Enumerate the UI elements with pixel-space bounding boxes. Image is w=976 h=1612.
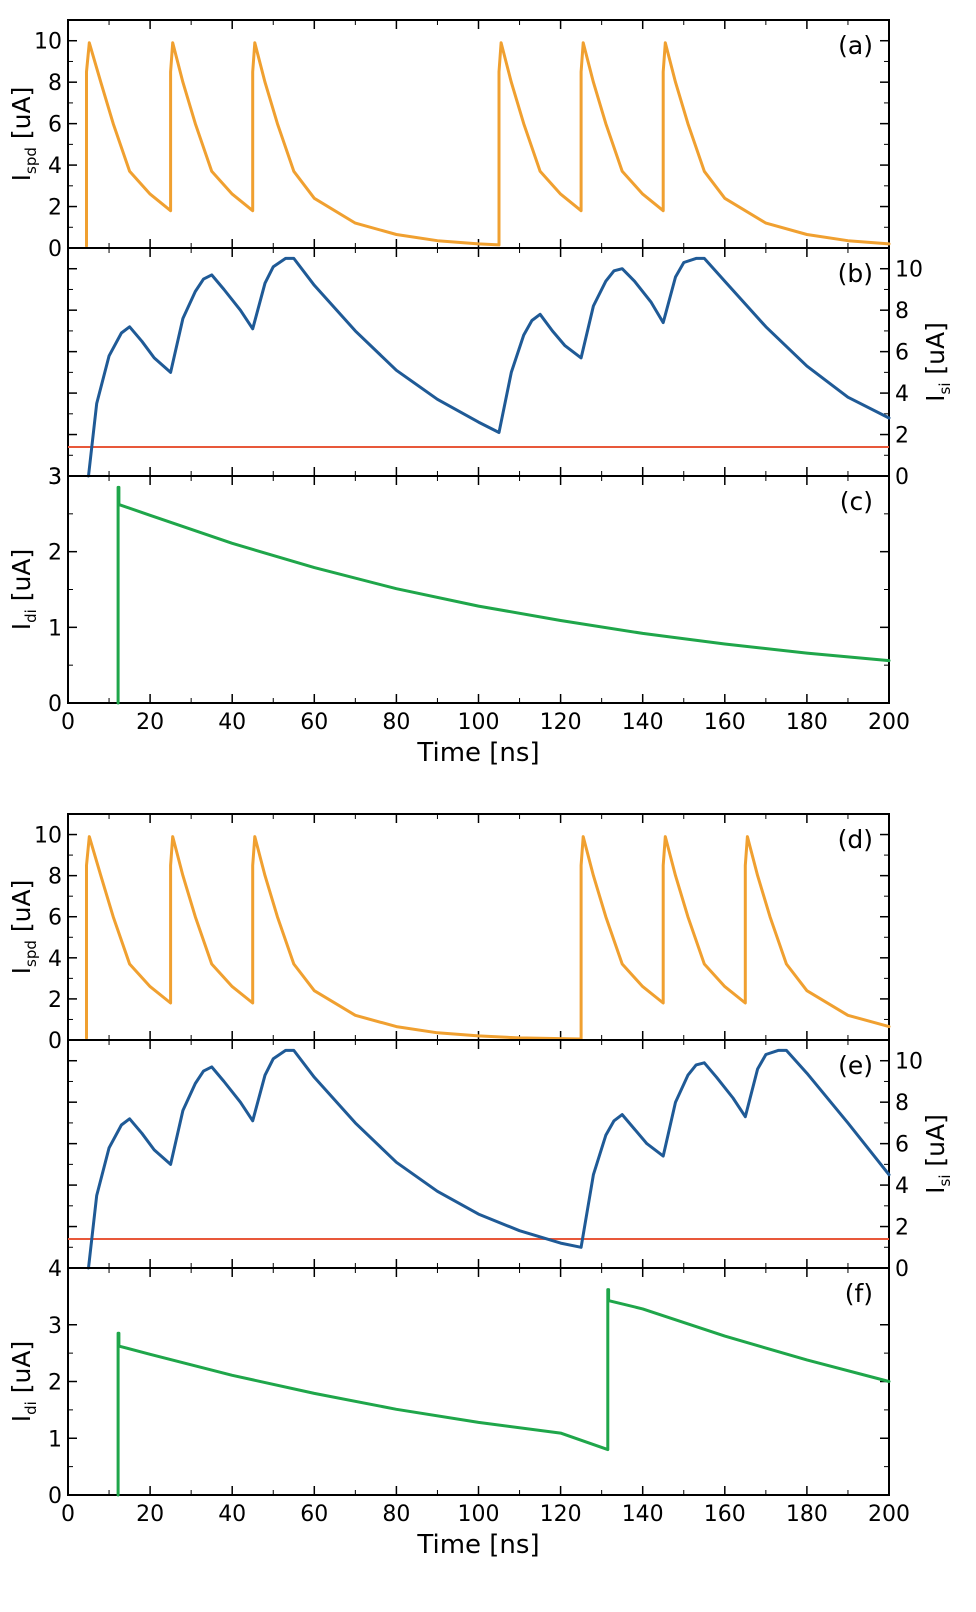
xtick-label: 0 — [61, 1502, 75, 1527]
series-line-b — [87, 256, 891, 478]
series-line-f — [116, 1288, 891, 1497]
panel-e-frame — [67, 1039, 890, 1269]
ytick-label: 2 — [48, 196, 62, 221]
ytick-label: 8 — [895, 299, 909, 324]
y-axis-label: Ispd [uA] — [7, 880, 40, 975]
xtick-label: 180 — [786, 710, 828, 735]
ytick-label-top: 3 — [48, 465, 62, 490]
panel-label: (c) — [840, 487, 873, 516]
ytick-label: 0 — [895, 465, 909, 490]
ytick-label: 3 — [48, 465, 62, 490]
ytick-label: 10 — [34, 824, 62, 849]
ytick-label: 4 — [895, 382, 909, 407]
xtick-label: 0 — [61, 710, 75, 735]
xtick-label: 140 — [622, 1502, 664, 1527]
ytick-label: 6 — [48, 906, 62, 931]
ytick-label: 0 — [48, 692, 62, 717]
panel-d: 0 2 4 6 8 10 Ispd [uA] (d) — [7, 813, 891, 1054]
xtick-label: 120 — [540, 710, 582, 735]
xtick-label: 200 — [868, 1502, 910, 1527]
ytick-label-top: 4 — [48, 1257, 62, 1282]
panel-label: (b) — [838, 259, 873, 288]
ytick-label: 4 — [48, 947, 62, 972]
x-axis-label: Time [ns] — [416, 738, 539, 768]
ytick-label: 4 — [895, 1174, 909, 1199]
xtick-label: 100 — [458, 710, 500, 735]
panel-a-frame — [67, 19, 890, 249]
xtick-label: 120 — [540, 1502, 582, 1527]
ytick-label: 8 — [48, 71, 62, 96]
ytick-label: 2 — [895, 1216, 909, 1241]
ytick-label: 1 — [48, 1427, 62, 1452]
panel-c-frame — [67, 475, 890, 704]
ytick-label: 6 — [895, 1133, 909, 1158]
y-axis-label: Isi [uA] — [921, 322, 954, 402]
ytick-label: 6 — [895, 341, 909, 366]
ytick-label: 2 — [48, 1371, 62, 1396]
xtick-label: 40 — [218, 710, 246, 735]
ytick-label: 6 — [48, 113, 62, 138]
panel-label: (f) — [845, 1279, 873, 1308]
series-line-c — [116, 485, 891, 705]
panel-label: (d) — [838, 825, 873, 854]
ytick-label: 8 — [48, 865, 62, 890]
ytick-label: 3 — [48, 1314, 62, 1339]
xtick-label: 20 — [136, 1502, 164, 1527]
y-axis-label: Isi [uA] — [921, 1114, 954, 1194]
xtick-label: 180 — [786, 1502, 828, 1527]
ytick-label: 2 — [48, 541, 62, 566]
panel-b: 0 2 4 6 8 10 Isi [uA] (b) — [67, 247, 954, 490]
panel-label: (e) — [838, 1051, 873, 1080]
series-line-d — [85, 835, 891, 1041]
y-axis-label: Ispd [uA] — [7, 87, 40, 182]
ytick-label: 0 — [895, 1257, 909, 1282]
panel-e: 0 2 4 6 8 10 Isi [uA] (e) — [67, 1039, 954, 1282]
panel-f-frame — [67, 1267, 890, 1496]
ytick-label: 10 — [895, 258, 923, 283]
xtick-label: 60 — [300, 1502, 328, 1527]
ytick-label: 10 — [895, 1050, 923, 1075]
xtick-label: 200 — [868, 710, 910, 735]
xtick-label: 100 — [458, 1502, 500, 1527]
panel-label: (a) — [838, 31, 873, 60]
ytick-label: 0 — [48, 1029, 62, 1054]
ytick-label: 0 — [48, 1484, 62, 1509]
xtick-label: 140 — [622, 710, 664, 735]
xtick-label: 160 — [704, 710, 746, 735]
panel-a: 0 2 4 6 8 10 Ispd [uA] (a) — [7, 19, 891, 262]
xtick-label: 60 — [300, 710, 328, 735]
series-line-e — [87, 1048, 891, 1270]
ytick-label: 8 — [895, 1091, 909, 1116]
panel-b-frame — [67, 247, 890, 477]
xtick-label: 40 — [218, 1502, 246, 1527]
panel-d-frame — [67, 813, 890, 1041]
ytick-label: 0 — [48, 237, 62, 262]
ytick-label: 10 — [34, 30, 62, 55]
ytick-label: 2 — [48, 988, 62, 1013]
y-axis-label: Idi [uA] — [7, 1341, 40, 1422]
xtick-label: 80 — [382, 1502, 410, 1527]
xtick-label: 80 — [382, 710, 410, 735]
ytick-label: 1 — [48, 616, 62, 641]
ytick-label: 2 — [895, 424, 909, 449]
series-line-a — [85, 41, 891, 248]
ytick-label: 4 — [48, 154, 62, 179]
xtick-label: 20 — [136, 710, 164, 735]
y-axis-label: Idi [uA] — [7, 549, 40, 630]
x-axis-label: Time [ns] — [416, 1530, 539, 1560]
xtick-label: 160 — [704, 1502, 746, 1527]
